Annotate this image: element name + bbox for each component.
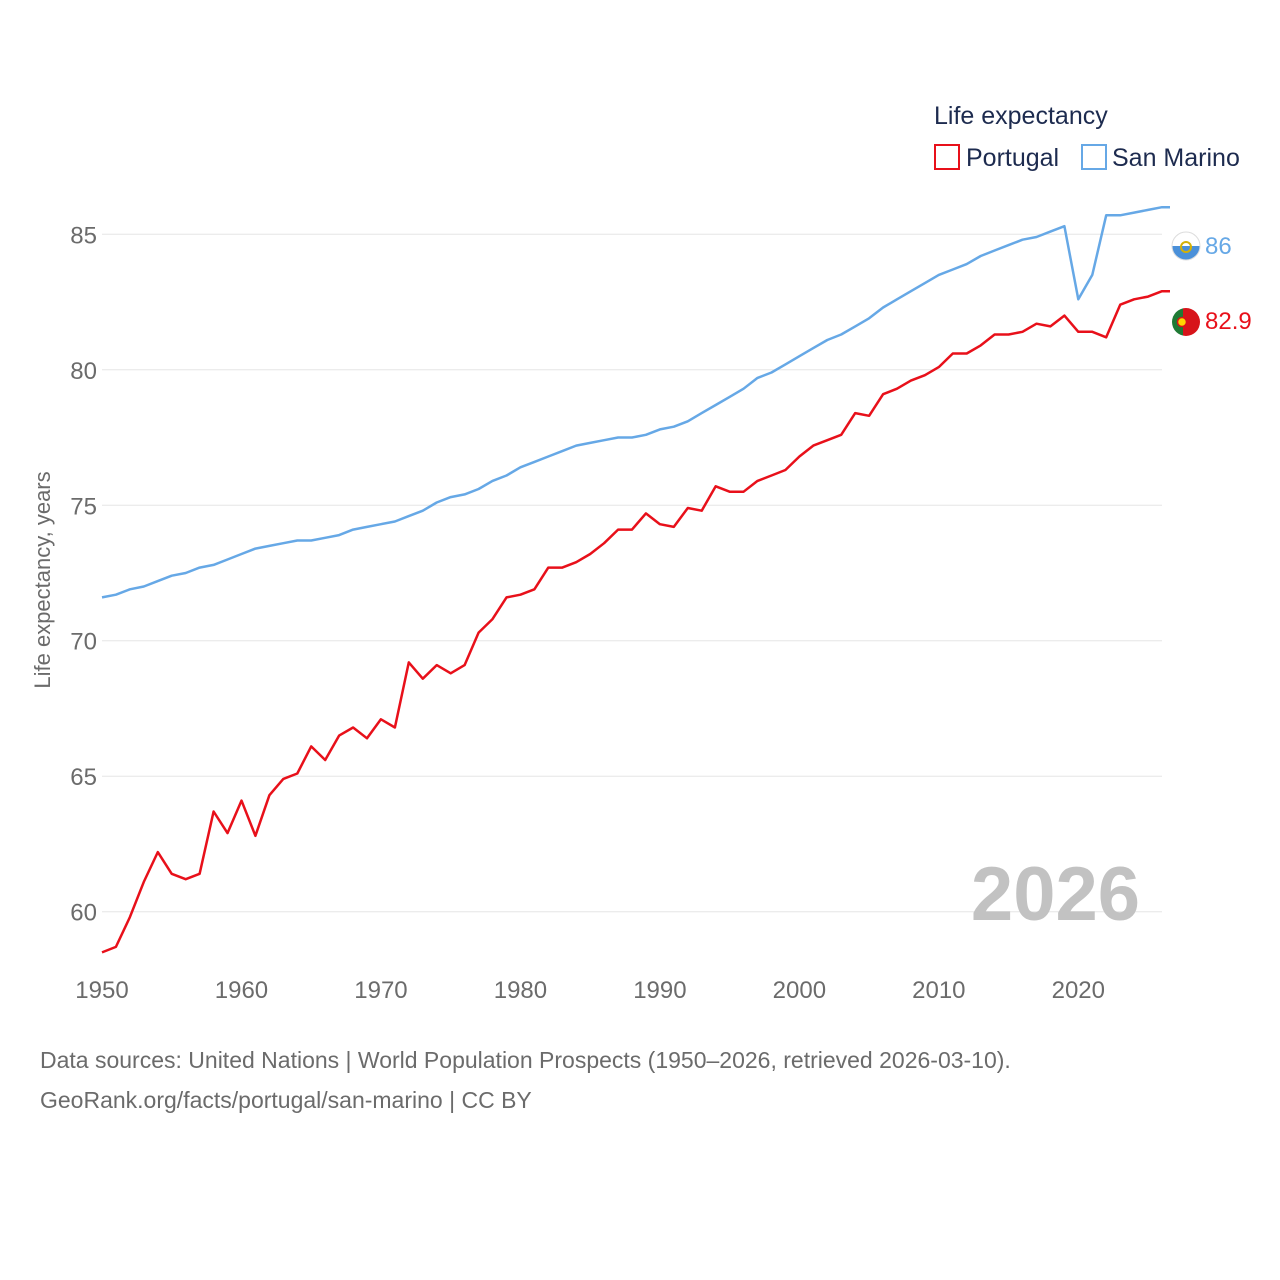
- x-tick-label: 1970: [354, 977, 407, 1004]
- legend-title: Life expectancy: [934, 102, 1108, 130]
- legend-swatch-san-marino: [1081, 144, 1107, 170]
- x-tick-label: 2000: [773, 977, 826, 1004]
- y-tick-label: 60: [70, 900, 97, 927]
- legend-label-san-marino: San Marino: [1112, 144, 1240, 172]
- x-tick-label: 1950: [75, 977, 128, 1004]
- y-tick-label: 85: [70, 222, 97, 249]
- y-tick-label: 80: [70, 358, 97, 385]
- y-tick-label: 65: [70, 764, 97, 791]
- x-tick-label: 1960: [215, 977, 268, 1004]
- gridlines: [102, 233, 1162, 913]
- legend-item-san-marino[interactable]: San Marino: [1081, 144, 1240, 172]
- end-label-san-marino: 86: [1205, 233, 1232, 260]
- x-tick-label: 2020: [1052, 977, 1105, 1004]
- legend-label-portugal: Portugal: [966, 144, 1059, 172]
- legend-item-portugal[interactable]: Portugal: [934, 144, 1059, 172]
- y-axis-ticks: 60 65 70 75 80 85: [70, 222, 97, 926]
- source-line-1: Data sources: United Nations | World Pop…: [40, 1047, 1011, 1073]
- series-lines: [101, 205, 1170, 954]
- source-line-2: GeoRank.org/facts/portugal/san-marino | …: [40, 1087, 532, 1113]
- legend-swatch-portugal: [934, 144, 960, 170]
- x-tick-label: 1990: [633, 977, 686, 1004]
- x-tick-label: 1980: [494, 977, 547, 1004]
- x-tick-label: 2010: [912, 977, 965, 1004]
- end-label-portugal: 82.9: [1205, 308, 1252, 335]
- series-line-portugal[interactable]: [101, 289, 1170, 954]
- current-year-label: 2026: [971, 852, 1140, 937]
- san-marino-flag-icon: [1171, 231, 1201, 261]
- series-line-san-marino[interactable]: [101, 205, 1170, 599]
- y-axis-label: Life expectancy, years: [30, 471, 55, 688]
- y-tick-label: 70: [70, 629, 97, 656]
- portugal-flag-icon: [1172, 308, 1200, 336]
- legend: Life expectancy Portugal San Marino: [934, 102, 1240, 172]
- x-axis-ticks: 1950 1960 1970 1980 1990 2000 2010 2020: [75, 977, 1105, 1004]
- y-tick-label: 75: [70, 493, 97, 520]
